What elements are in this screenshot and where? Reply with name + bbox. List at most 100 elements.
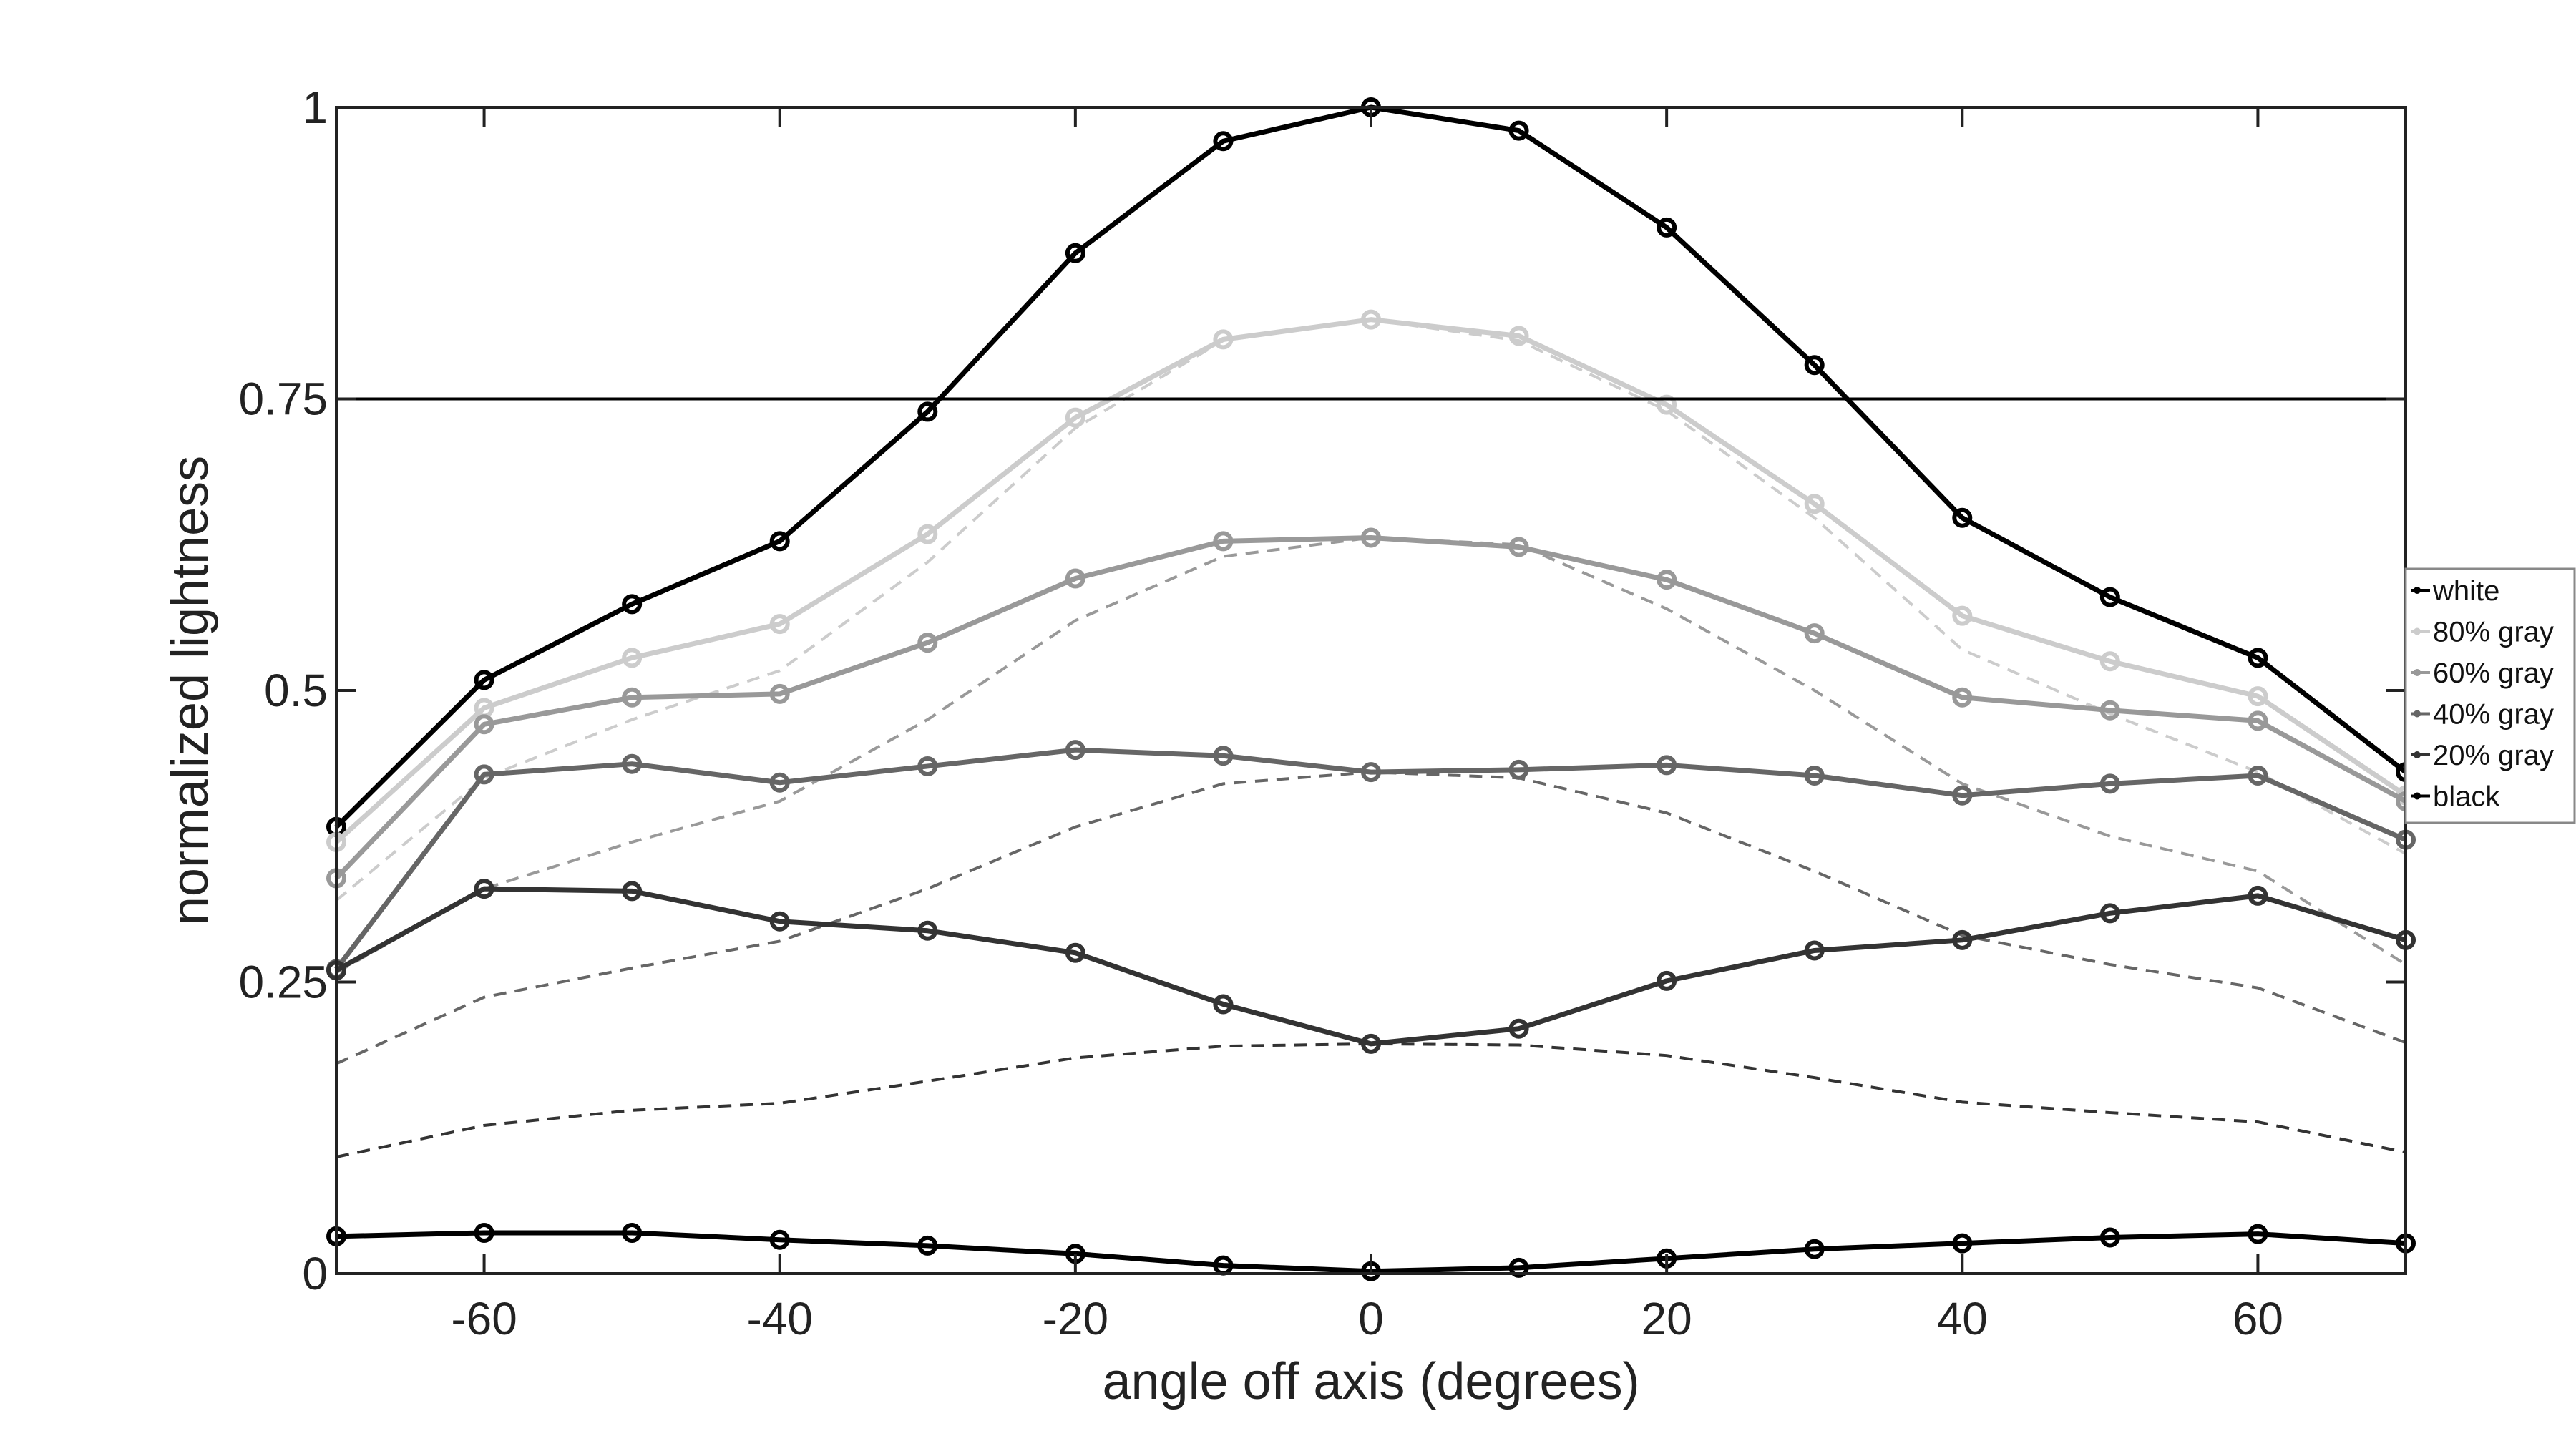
data-point-60-gray — [2099, 700, 2120, 721]
x-tick-label: 60 — [2233, 1293, 2283, 1344]
plot-background — [336, 107, 2406, 1274]
data-point-60-gray — [1065, 568, 1085, 589]
data-point-white — [2099, 587, 2120, 607]
data-point-80-gray — [2099, 651, 2120, 672]
data-point-40-gray — [1213, 746, 1234, 766]
x-tick-label: 0 — [1358, 1293, 1384, 1344]
y-tick-label: 0 — [302, 1248, 328, 1299]
data-point-60-gray — [1361, 527, 1381, 548]
x-tick-label: -60 — [451, 1293, 517, 1344]
data-point-80-gray — [1952, 605, 1973, 626]
data-point-20-gray — [622, 881, 643, 902]
data-point-black — [2099, 1227, 2120, 1248]
y-axis-label: normalized lightness — [162, 456, 219, 925]
data-point-20-gray — [1213, 994, 1234, 1015]
data-point-20-gray — [2099, 903, 2120, 924]
legend-box — [2404, 567, 2576, 824]
data-point-20-gray — [474, 879, 494, 899]
x-tick-label: -20 — [1043, 1293, 1109, 1344]
data-point-80-gray — [1657, 394, 1677, 415]
series-line-60-gray — [334, 534, 2407, 880]
legend-label-80-gray: 80% gray — [2433, 617, 2554, 648]
data-point-80-gray — [1804, 494, 1825, 514]
reference-line-2 — [336, 536, 2407, 975]
data-point-20-gray — [769, 911, 790, 932]
data-point-80-gray — [1361, 309, 1381, 330]
data-point-60-gray — [622, 687, 643, 708]
data-point-40-gray — [2248, 765, 2268, 786]
y-tick-label: 0.5 — [264, 665, 328, 716]
x-tick-label: 20 — [1641, 1293, 1692, 1344]
ticks-group: -60 -40 -20 0 20 40 60 0 0.25 0.5 0.75 1 — [238, 82, 2406, 1344]
data-point-20-gray — [1952, 929, 1973, 950]
data-point-80-gray — [1065, 407, 1085, 428]
data-point-20-gray — [1361, 1033, 1381, 1054]
data-point-40-gray — [1508, 759, 1529, 780]
x-tick-label: 40 — [1937, 1293, 1988, 1344]
data-point-40-gray — [1657, 755, 1677, 776]
data-point-black — [1804, 1239, 1825, 1259]
data-point-white — [1213, 131, 1234, 152]
data-point-40-gray — [1952, 785, 1973, 806]
x-axis-label: angle off axis (degrees) — [1102, 1353, 1639, 1410]
data-point-black — [2248, 1224, 2268, 1244]
data-point-white — [1065, 243, 1085, 263]
data-point-white — [1508, 120, 1529, 141]
data-point-40-gray — [1065, 740, 1085, 761]
data-point-20-gray — [1065, 942, 1085, 963]
data-point-black — [769, 1229, 790, 1250]
data-point-white — [1804, 355, 1825, 376]
data-point-60-gray — [1213, 531, 1234, 552]
legend-marker-40-gray — [2414, 710, 2421, 718]
data-point-40-gray — [2099, 773, 2120, 794]
data-point-white — [2248, 648, 2268, 668]
legend-label-40-gray: 40% gray — [2433, 699, 2554, 731]
legend-label-white: white — [2432, 575, 2499, 607]
data-point-white — [474, 670, 494, 690]
legend-label-60-gray: 60% gray — [2433, 658, 2554, 689]
data-point-60-gray — [474, 714, 494, 735]
data-point-60-gray — [1657, 570, 1677, 590]
data-point-20-gray — [2248, 885, 2268, 906]
data-point-60-gray — [2248, 710, 2268, 731]
data-point-black — [474, 1222, 494, 1243]
data-point-white — [917, 401, 938, 422]
legend-label-20-gray: 20% gray — [2433, 740, 2554, 771]
data-point-black — [917, 1235, 938, 1256]
data-point-80-gray — [2248, 686, 2268, 707]
data-point-60-gray — [1952, 687, 1973, 708]
data-point-40-gray — [917, 756, 938, 776]
data-point-40-gray — [1804, 765, 1825, 786]
y-tick-label: 1 — [302, 82, 328, 133]
data-point-black — [622, 1222, 643, 1243]
data-point-60-gray — [1508, 537, 1529, 557]
y-tick-label: 0.25 — [238, 957, 328, 1008]
y-tick-label: 0.75 — [238, 373, 328, 425]
data-point-black — [1952, 1233, 1973, 1254]
series-line-20-gray — [335, 886, 2407, 1047]
data-point-80-gray — [769, 614, 790, 635]
data-point-white — [1952, 507, 1973, 528]
legend-marker-80-gray — [2414, 627, 2421, 635]
data-point-40-gray — [769, 772, 790, 793]
data-point-80-gray — [1508, 326, 1529, 346]
data-point-20-gray — [917, 920, 938, 941]
series-60-gray — [326, 527, 2416, 889]
data-point-40-gray — [474, 764, 494, 785]
data-point-80-gray — [917, 524, 938, 544]
data-point-40-gray — [622, 753, 643, 774]
data-point-60-gray — [769, 683, 790, 704]
legend-marker-black — [2414, 792, 2421, 800]
data-point-white — [769, 531, 790, 552]
data-point-60-gray — [917, 633, 938, 653]
data-point-40-gray — [1361, 762, 1381, 783]
data-point-80-gray — [622, 648, 643, 668]
data-point-white — [622, 594, 643, 615]
legend-label-black: black — [2433, 781, 2500, 813]
legend-marker-20-gray — [2414, 751, 2421, 758]
legend: white 80% gray 60% gray 40% gray 20% gray bla… — [2404, 567, 2576, 824]
data-point-black — [1508, 1257, 1529, 1278]
data-point-20-gray — [1508, 1018, 1529, 1039]
legend-marker-white — [2414, 587, 2421, 594]
